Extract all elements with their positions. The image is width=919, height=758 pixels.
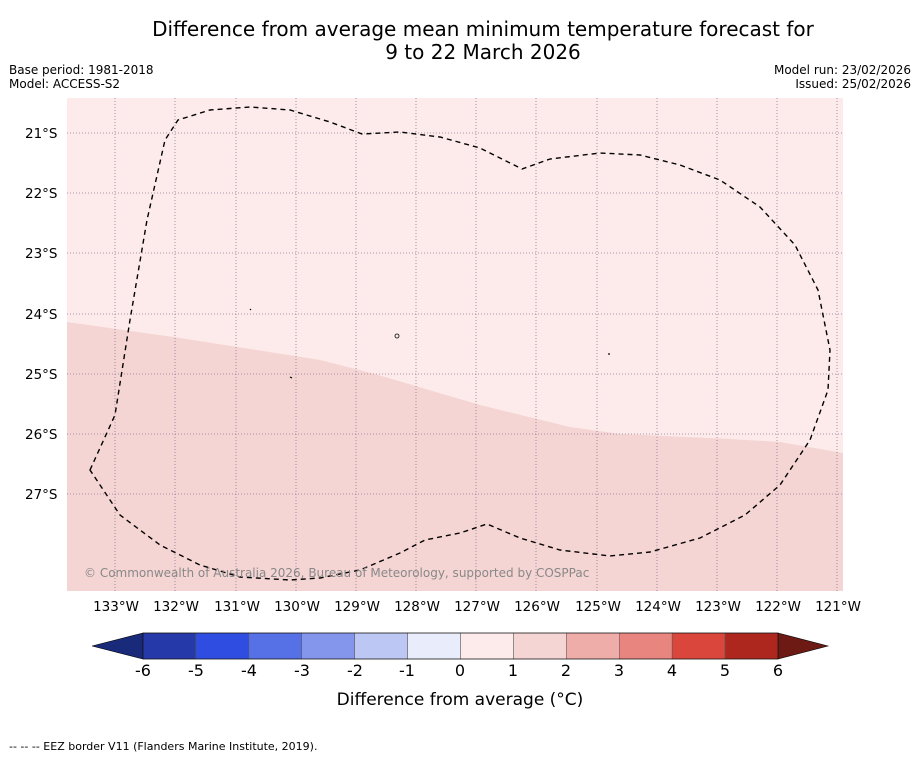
eez-border (89, 106, 831, 581)
title-line-2: 9 to 22 March 2026 (385, 40, 581, 64)
colorbar-segment (407, 632, 461, 660)
lon-label: 133°W (93, 599, 139, 615)
latitude-axis: 21°S 22°S 23°S 24°S 25°S 26°S 27°S (25, 126, 58, 503)
gridlines-latitude (67, 132, 843, 495)
colorbar-tick-label: 5 (720, 661, 730, 680)
colorbar-segment (619, 632, 673, 660)
lon-label: 125°W (575, 599, 621, 615)
lon-label: 128°W (394, 599, 440, 615)
lon-label: 131°W (214, 599, 260, 615)
longitude-axis: 133°W 132°W 131°W 130°W 129°W 128°W 127°… (93, 599, 861, 615)
lon-label: 124°W (635, 599, 681, 615)
model-name: Model: ACCESS-S2 (9, 77, 121, 91)
colorbar-tick-label: -5 (188, 661, 204, 680)
meta-right: Model run: 23/02/2026 Issued: 25/02/2026 (774, 63, 911, 91)
colorbar-tick-label: 1 (508, 661, 518, 680)
island-marker (289, 376, 293, 379)
colorbar-tick-label: 0 (455, 661, 465, 680)
colorbar-segment (354, 632, 408, 660)
colorbar-tick-label: -6 (135, 661, 151, 680)
model-run: Model run: 23/02/2026 (773, 63, 911, 77)
colorbar-segment (724, 632, 779, 660)
colorbar-under-arrow (91, 632, 144, 660)
colorbar-title: Difference from average (°C) (337, 690, 584, 710)
colorbar-segment (513, 632, 567, 660)
colorbar-frame (142, 632, 779, 660)
lon-label: 121°W (815, 599, 861, 615)
lat-label: 22°S (25, 186, 58, 202)
map-title: Difference from average mean minimum tem… (0, 18, 919, 64)
zone-1-to-2 (67, 322, 843, 591)
colorbar-tick-label: 6 (773, 661, 783, 680)
lon-label: 127°W (454, 599, 500, 615)
colorbar-tick-label: 3 (614, 661, 624, 680)
lat-label: 24°S (25, 307, 58, 323)
map-panel: © Commonwealth of Australia 2026, Bureau… (67, 98, 843, 591)
lat-label: 26°S (25, 427, 58, 443)
base-period: Base period: 1981-2018 (9, 63, 154, 77)
colorbar-segment (248, 632, 302, 660)
lon-label: 132°W (153, 599, 199, 615)
colorbar-over-arrow (777, 632, 830, 660)
colorbar-tick-label: -2 (347, 661, 363, 680)
lat-label: 27°S (25, 487, 58, 503)
colorbar-segment (142, 632, 197, 660)
gridlines-longitude (114, 98, 838, 591)
colorbar-tick-label: -3 (294, 661, 310, 680)
meta-left: Base period: 1981-2018 Model: ACCESS-S2 (9, 63, 154, 91)
colorbar: -6 -5 -4 -3 -2 -1 0 1 2 3 4 5 6 Differen… (91, 632, 830, 710)
lon-label: 129°W (334, 599, 380, 615)
lat-label: 21°S (25, 126, 58, 142)
issued-date: Issued: 25/02/2026 (795, 77, 911, 91)
lat-label: 25°S (25, 367, 58, 383)
copyright-notice: © Commonwealth of Australia 2026, Bureau… (84, 566, 589, 580)
colorbar-segment (671, 632, 726, 660)
colorbar-tick-label: 2 (561, 661, 571, 680)
colorbar-segment (460, 632, 514, 660)
island-marker (249, 308, 252, 311)
lat-label: 23°S (25, 246, 58, 262)
colorbar-tick-label: -1 (399, 661, 415, 680)
colorbar-segment (566, 632, 620, 660)
lon-label: 122°W (755, 599, 801, 615)
lon-label: 123°W (695, 599, 741, 615)
colorbar-tick-label: 4 (667, 661, 677, 680)
colorbar-segment (195, 632, 250, 660)
island-marker (394, 333, 400, 339)
lon-label: 126°W (514, 599, 560, 615)
colorbar-tick-label: -4 (241, 661, 257, 680)
lon-label: 130°W (274, 599, 320, 615)
title-line-1: Difference from average mean minimum tem… (152, 17, 814, 41)
colorbar-segment (301, 632, 355, 660)
eez-footnote: -- -- -- EEZ border V11 (Flanders Marine… (9, 740, 318, 753)
